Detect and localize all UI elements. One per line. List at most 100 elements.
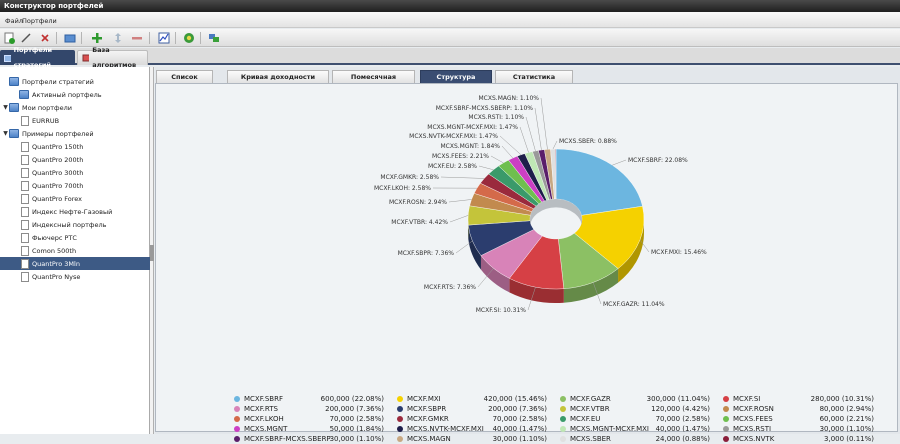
tree-item-label: Индекс Нефте-Газовый (32, 208, 112, 216)
legend-value: 120,000 (4.42%) (640, 405, 710, 413)
tree-item[interactable]: Активный портфель (0, 88, 150, 101)
folder-icon (9, 77, 19, 86)
tree-item[interactable]: Индексный портфель (0, 218, 150, 231)
tree-item[interactable]: Comon 500th (0, 244, 150, 257)
folder-icon (4, 54, 11, 62)
slice-label: MCXF.LKOH: 2.58% (374, 185, 431, 192)
tree-item[interactable]: QuantPro 200th (0, 153, 150, 166)
legend-swatch (723, 396, 729, 402)
legend-name: MCXS.FEES (733, 415, 773, 423)
tree-item[interactable]: ▼Примеры портфелей (0, 127, 150, 140)
tree-item[interactable]: QuantPro Forex (0, 192, 150, 205)
legend-name: MCXF.LKOH (244, 415, 284, 423)
tree-item-label: Comon 500th (32, 247, 76, 255)
label-leader (479, 166, 493, 170)
label-leader (450, 215, 468, 222)
tree-item-label: QuantPro 3Mln (32, 260, 80, 268)
tab-algorithm-base[interactable]: База алгоритмов (77, 50, 148, 65)
tree-item[interactable]: Индекс Нефте-Газовый (0, 205, 150, 218)
legend-name: MCXS.MGNT-MCXF.MXI (570, 425, 649, 433)
tree-item[interactable]: QuantPro 300th (0, 166, 150, 179)
legend-item: MCXF.GMKR (397, 414, 449, 424)
window-title: Конструктор портфелей (0, 0, 900, 12)
tree-item-label: Индексный портфель (32, 221, 106, 229)
legend-item: MCXS.MAGN (397, 434, 451, 444)
legend-swatch (397, 406, 403, 412)
legend-item: MCXF.LKOH (234, 414, 284, 424)
legend-name: MCXS.NVTK (733, 435, 774, 443)
toolbar-separator (81, 32, 82, 44)
chevron-down-icon[interactable]: ▼ (2, 104, 9, 111)
legend-swatch (560, 416, 566, 422)
document-icon (21, 207, 29, 217)
legend-name: MCXS.RSTI (733, 425, 771, 433)
legend-value: 40,000 (1.47%) (640, 425, 710, 433)
label-leader (541, 98, 547, 149)
legend-item: MCXF.SI (723, 394, 760, 404)
folder-icon (9, 129, 19, 138)
legend-swatch (560, 406, 566, 412)
refresh-button[interactable] (182, 31, 196, 45)
tree-item[interactable]: Портфели стратегий (0, 75, 150, 88)
slice-label: MCXF.ROSN: 2.94% (389, 199, 447, 206)
chart-icon (158, 32, 170, 44)
slice-label: MCXF.SBRF-MCXS.SBERP: 1.10% (436, 105, 534, 112)
legend-swatch (234, 406, 240, 412)
legend-swatch (234, 436, 240, 442)
slice-label: MCXF.SBPR: 7.36% (398, 250, 455, 257)
menu-file[interactable]: Файл (5, 17, 23, 25)
legend-item: MCXF.RTS (234, 404, 278, 414)
chart-panel: MCXF.SBRF: 22.08%MCXF.MXI: 15.46%MCXF.GA… (155, 83, 898, 432)
legend-name: MCXF.GMKR (407, 415, 449, 423)
slice-label: MCXF.SI: 10.31% (476, 307, 527, 314)
document-icon (21, 155, 29, 165)
legend-name: MCXF.ROSN (733, 405, 774, 413)
sidebar-scrollbar[interactable] (150, 67, 154, 434)
legend-name: MCXF.SBPR (407, 405, 446, 413)
tree-item-label: Активный портфель (32, 91, 102, 99)
tree-item[interactable]: EURRUB (0, 114, 150, 127)
legend-item: MCXS.MGNT (234, 424, 287, 434)
slice-label: MCXF.EU: 2.58% (428, 163, 477, 170)
document-icon (21, 272, 29, 282)
slice-label: MCXF.RTS: 7.36% (424, 284, 476, 291)
main-tabs: Портфели стратегий База алгоритмов (0, 48, 900, 65)
tab-strategy-portfolios[interactable]: Портфели стратегий (0, 50, 75, 65)
tab-algorithm-list[interactable]: Список алгоритмов (156, 70, 213, 83)
scrollbar-thumb[interactable] (150, 245, 154, 261)
tree-item-label: QuantPro 200th (32, 156, 83, 164)
document-icon (21, 181, 29, 191)
tree-item[interactable]: QuantPro 3Mln (0, 257, 150, 270)
tree-item[interactable]: QuantPro Nyse (0, 270, 150, 283)
legend-item: MCXF.SBRF (234, 394, 283, 404)
tab-equity-curve[interactable]: Кривая доходности портфеля (227, 70, 329, 83)
label-leader (612, 160, 626, 165)
chart-button[interactable] (157, 31, 171, 45)
slice-label: MCXF.GMKR: 2.58% (380, 174, 439, 181)
tab-portfolio-structure[interactable]: Структура портфеля (420, 70, 492, 83)
legend-item: MCXF.SBPR (397, 404, 446, 414)
document-icon (21, 194, 29, 204)
legend-name: MCXF.RTS (244, 405, 278, 413)
document-icon (21, 142, 29, 152)
slice-label: MCXS.RSTI: 1.10% (468, 114, 524, 121)
legend-swatch (560, 396, 566, 402)
tree-item[interactable]: Фьючерс РТС (0, 231, 150, 244)
sync-button[interactable] (207, 31, 221, 45)
toolbar-separator (175, 32, 176, 44)
legend-swatch (234, 416, 240, 422)
tree-item[interactable]: ▼Мои портфели (0, 101, 150, 114)
tab-portfolio-stats[interactable]: Статистика портфеля (495, 70, 573, 83)
label-leader (502, 146, 513, 158)
legend-value: 60,000 (2.21%) (804, 415, 874, 423)
tab-monthly-return[interactable]: Помесячная доходность (332, 70, 415, 83)
legend-value: 3,000 (0.11%) (804, 435, 874, 443)
toolbar-separator (200, 32, 201, 44)
tree-item[interactable]: QuantPro 700th (0, 179, 150, 192)
legend-name: MCXS.MAGN (407, 435, 451, 443)
tree-item[interactable]: QuantPro 150th (0, 140, 150, 153)
legend-value: 70,000 (2.58%) (477, 415, 547, 423)
legend-name: MCXS.SBER (570, 435, 611, 443)
menu-portfolios[interactable]: Портфели (22, 17, 57, 25)
chevron-down-icon[interactable]: ▼ (2, 130, 9, 137)
